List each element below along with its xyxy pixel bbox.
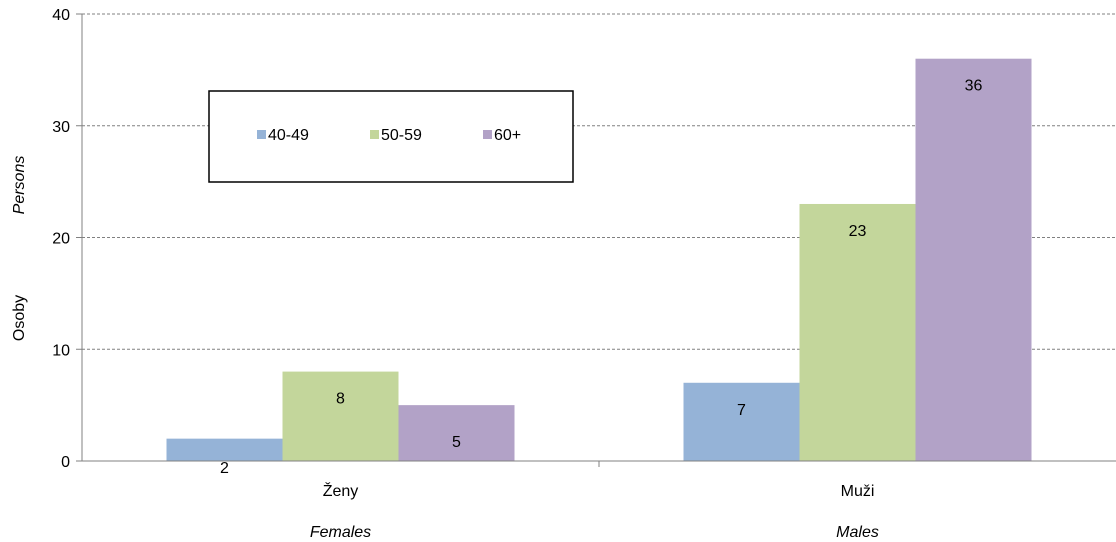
- bar-50-59: [799, 203, 916, 461]
- bar-40-49: [166, 438, 283, 461]
- data-label: 36: [965, 78, 983, 95]
- bar-60+: [915, 58, 1032, 461]
- y-axis-title-secondary: Persons: [11, 156, 28, 215]
- x-category-label: Muži: [841, 483, 875, 500]
- y-tick-label: 20: [52, 231, 70, 248]
- y-tick-label: 10: [52, 342, 70, 359]
- legend: 40-49 50-59 60+: [208, 90, 574, 183]
- data-label: 8: [336, 391, 345, 408]
- y-axis-title: Osoby: [11, 295, 28, 341]
- legend-swatch-50-59: [370, 130, 379, 139]
- y-tick-label: 30: [52, 119, 70, 136]
- legend-label: 60+: [494, 127, 521, 144]
- data-label: 7: [737, 402, 746, 419]
- data-label: 5: [452, 434, 461, 451]
- x-category-sublabel: Females: [310, 524, 371, 541]
- bars: [166, 58, 1032, 461]
- x-category-sublabel: Males: [836, 524, 879, 541]
- legend-label: 50-59: [381, 127, 422, 144]
- data-label: 23: [849, 223, 867, 240]
- data-label: 2: [220, 460, 229, 477]
- legend-label: 40-49: [268, 127, 309, 144]
- bar-60+: [398, 405, 515, 461]
- bar-40-49: [683, 382, 800, 461]
- legend-swatch-40-49: [257, 130, 266, 139]
- y-tick-label: 0: [61, 454, 70, 471]
- legend-box: [208, 90, 574, 183]
- y-ticks: 0 10 20 30 40: [52, 7, 82, 471]
- x-categories: Ženy Females Muži Males: [310, 461, 879, 541]
- x-category-label: Ženy: [323, 481, 359, 500]
- y-tick-label: 40: [52, 7, 70, 24]
- data-labels: 2 8 5 7 23 36: [220, 78, 982, 477]
- bar-50-59: [282, 371, 399, 461]
- legend-swatch-60+: [483, 130, 492, 139]
